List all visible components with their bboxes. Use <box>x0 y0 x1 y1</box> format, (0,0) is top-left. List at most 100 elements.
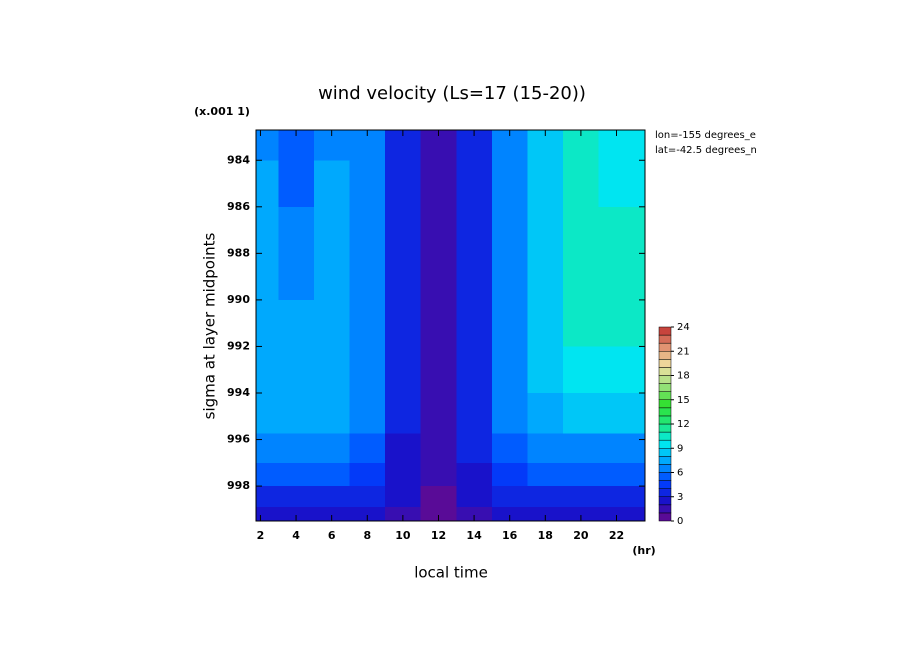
y-tick-label: 990 <box>227 293 250 306</box>
colorbar-cell <box>658 334 672 344</box>
contour-cell <box>385 206 422 254</box>
contour-cell <box>598 346 646 394</box>
x-tick-label: 2 <box>257 529 265 542</box>
contour-cell <box>420 160 457 208</box>
x-axis-label: local time <box>414 564 488 582</box>
contour-cell <box>313 346 350 394</box>
y-tick-label: 996 <box>227 433 250 446</box>
y-tick-label: 992 <box>227 339 250 352</box>
contour-cell <box>420 433 457 464</box>
contour-cell <box>278 392 315 435</box>
chart-title: wind velocity (Ls=17 (15-20)) <box>318 83 586 104</box>
contour-cell <box>563 462 600 487</box>
contour-cell <box>256 486 279 508</box>
colorbar-cell <box>658 351 672 360</box>
contour-cell <box>598 433 646 464</box>
colorbar-cell <box>658 504 672 514</box>
contour-cell <box>256 433 279 464</box>
colorbar-cell <box>658 439 672 449</box>
contour-cell <box>456 486 493 508</box>
contour-cell <box>491 433 528 464</box>
y-tick-label: 988 <box>227 246 250 259</box>
colorbar-label: 0 <box>677 516 683 527</box>
contour-cell <box>385 433 422 464</box>
colorbar-cell <box>658 512 672 522</box>
colorbar-cell <box>658 431 672 441</box>
contour-cell <box>598 392 646 435</box>
x-tick-label: 8 <box>363 529 371 542</box>
contour-cell <box>527 253 564 301</box>
colorbar-cell <box>658 359 672 368</box>
contour-cell <box>527 206 564 254</box>
x-tick-label: 22 <box>609 529 624 542</box>
colorbar-cell <box>658 407 672 417</box>
contour-cell <box>385 253 422 301</box>
colorbar-label: 6 <box>677 468 683 479</box>
contour-cell <box>349 462 386 487</box>
contour-cell <box>313 299 350 347</box>
contour-cell <box>385 346 422 394</box>
colorbar-cell <box>658 383 672 392</box>
contour-cell <box>349 507 386 522</box>
contour-cell <box>491 206 528 254</box>
y-tick-label: 986 <box>227 200 250 213</box>
colorbar-cell <box>658 367 672 376</box>
colorbar-cell <box>658 464 672 473</box>
x-tick-label: 10 <box>395 529 411 542</box>
x-tick-label: 4 <box>292 529 300 542</box>
contour-cell <box>563 433 600 464</box>
colorbar-label: 3 <box>677 492 683 503</box>
x-tick-label: 12 <box>431 529 446 542</box>
colorbar-cell <box>658 472 672 481</box>
contour-cell <box>385 299 422 347</box>
colorbar-cell <box>658 399 672 409</box>
contour-cell <box>598 486 646 508</box>
contour-cell <box>256 130 279 161</box>
contour-cell <box>598 206 646 254</box>
contour-cell <box>349 299 386 347</box>
x-tick-label: 18 <box>538 529 553 542</box>
contour-cell <box>256 462 279 487</box>
x-tick-label: 14 <box>466 529 482 542</box>
contour-cell <box>385 392 422 435</box>
contour-cell <box>527 299 564 347</box>
contour-cell <box>527 392 564 435</box>
contour-cell <box>420 507 457 522</box>
contour-cell <box>278 253 315 301</box>
colorbar-label: 24 <box>677 322 690 333</box>
contour-cell <box>491 462 528 487</box>
contour-cell <box>256 206 279 254</box>
contour-cell <box>491 392 528 435</box>
contour-cell <box>598 507 646 522</box>
contour-cell <box>256 160 279 208</box>
contour-cell <box>313 486 350 508</box>
contour-cell <box>385 462 422 487</box>
contour-cell <box>385 486 422 508</box>
contour-cell <box>420 392 457 435</box>
contour-cell <box>278 206 315 254</box>
annotation: lon=-155 degrees_e <box>655 130 756 141</box>
contour-cell <box>563 507 600 522</box>
contour-cell <box>527 346 564 394</box>
colorbar-cell <box>658 488 672 497</box>
contour-cell <box>456 160 493 208</box>
colorbar-cell <box>658 456 672 465</box>
y-tick-label: 998 <box>227 479 250 492</box>
contour-cell <box>563 206 600 254</box>
contour-cell <box>598 462 646 487</box>
contour-cell <box>349 392 386 435</box>
contour-cell <box>349 253 386 301</box>
contour-cell <box>313 253 350 301</box>
contour-cell <box>456 392 493 435</box>
contour-cell <box>491 299 528 347</box>
contour-cell <box>491 160 528 208</box>
colorbar-cell <box>658 415 672 425</box>
contour-cell <box>385 507 422 522</box>
colorbar-cell <box>658 423 672 433</box>
colorbar-label: 15 <box>677 395 690 406</box>
contour-cell <box>527 507 564 522</box>
contour-cell <box>563 486 600 508</box>
contour-cell <box>420 206 457 254</box>
x-unit: (hr) <box>632 544 655 557</box>
contour-cell <box>349 433 386 464</box>
